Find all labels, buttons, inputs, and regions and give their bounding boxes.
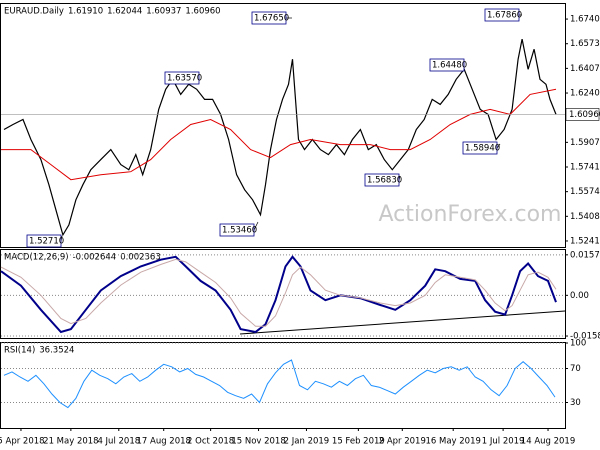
annotation: 1.64480 bbox=[432, 61, 467, 71]
y-tick-label: 1.67400 bbox=[570, 15, 600, 25]
rsi-panel bbox=[0, 342, 566, 429]
x-tick-label: 2 Jan 2019 bbox=[284, 437, 330, 447]
annotation-leader bbox=[253, 221, 259, 231]
annotation: 1.53460 bbox=[222, 226, 257, 236]
readout: 0.002363 bbox=[120, 253, 161, 263]
readout: 1.62044 bbox=[107, 7, 142, 17]
trendline bbox=[239, 310, 566, 335]
y-tick-label: 0.00 bbox=[570, 291, 589, 301]
price-panel bbox=[0, 3, 566, 248]
series-line bbox=[3, 38, 557, 237]
panel-title: RSI(14) bbox=[4, 346, 35, 356]
annotation: 1.52710 bbox=[29, 237, 64, 247]
x-tick-label: 15 Feb 2019 bbox=[332, 437, 385, 447]
x-tick-label: 5 Apr 2018 bbox=[0, 437, 45, 447]
x-tick-label: 16 May 2019 bbox=[425, 437, 480, 447]
macd-panel bbox=[0, 249, 566, 339]
last-price-label: 1.60960 bbox=[569, 110, 600, 120]
last-price-box bbox=[565, 108, 600, 121]
annotation-box bbox=[462, 141, 498, 155]
series-line bbox=[0, 258, 557, 327]
watermark: ActionForex.com bbox=[379, 202, 562, 227]
y-tick-label: -0.015834 bbox=[570, 332, 600, 342]
annotation: 1.67860 bbox=[487, 11, 522, 21]
x-tick-label: 2 Apr 2019 bbox=[379, 437, 426, 447]
y-tick-label: 100 bbox=[570, 339, 586, 349]
panel-title: EURAUD.Daily bbox=[4, 7, 64, 17]
y-tick-label: 1.62405 bbox=[570, 89, 600, 99]
y-tick-label: 30 bbox=[570, 398, 581, 408]
readout: 1.61910 bbox=[68, 7, 103, 17]
annotation-leader bbox=[496, 143, 501, 149]
y-tick-label: 1.64070 bbox=[570, 64, 600, 74]
annotation-box bbox=[251, 11, 287, 25]
annotation: 1.67650 bbox=[254, 14, 289, 24]
readout: -0.002644 bbox=[73, 253, 117, 263]
annotation: 1.56830 bbox=[367, 176, 402, 186]
annotation: 1.58940 bbox=[465, 144, 500, 154]
annotation-box bbox=[26, 234, 62, 248]
y-tick-label: 1.57410 bbox=[570, 163, 600, 173]
annotation-box bbox=[164, 71, 200, 85]
readout: 1.60937 bbox=[146, 7, 181, 17]
annotation-box bbox=[364, 173, 400, 187]
series-line bbox=[0, 255, 557, 334]
x-tick-label: 21 May 2018 bbox=[43, 437, 98, 447]
y-tick-label: 1.54080 bbox=[570, 212, 600, 222]
annotation-box bbox=[484, 8, 520, 22]
annotation-box bbox=[429, 58, 465, 72]
x-tick-label: 14 Aug 2019 bbox=[521, 437, 575, 447]
x-tick-label: 17 Aug 2018 bbox=[136, 437, 190, 447]
x-tick-label: 1 Jul 2019 bbox=[482, 437, 525, 447]
y-tick-label: 1.52415 bbox=[570, 236, 600, 246]
readout: 36.3524 bbox=[39, 346, 74, 356]
annotation-box bbox=[219, 223, 255, 237]
series-line bbox=[1, 88, 557, 181]
y-tick-label: 1.55745 bbox=[570, 187, 600, 197]
y-tick-label: 1.59075 bbox=[570, 138, 600, 148]
series-line bbox=[3, 359, 556, 409]
y-tick-label: 1.65735 bbox=[570, 39, 600, 49]
x-tick-label: 15 Nov 2018 bbox=[231, 437, 285, 447]
panel-title: MACD(12,26,9) bbox=[4, 253, 69, 263]
annotation: 1.63570 bbox=[167, 74, 202, 84]
y-tick-label: 0.015762 bbox=[570, 250, 600, 260]
y-tick-label: 70 bbox=[570, 364, 581, 374]
x-tick-label: 2 Oct 2018 bbox=[187, 437, 234, 447]
x-tick-label: 4 Jul 2018 bbox=[97, 437, 140, 447]
readout: 1.60960 bbox=[185, 7, 220, 17]
